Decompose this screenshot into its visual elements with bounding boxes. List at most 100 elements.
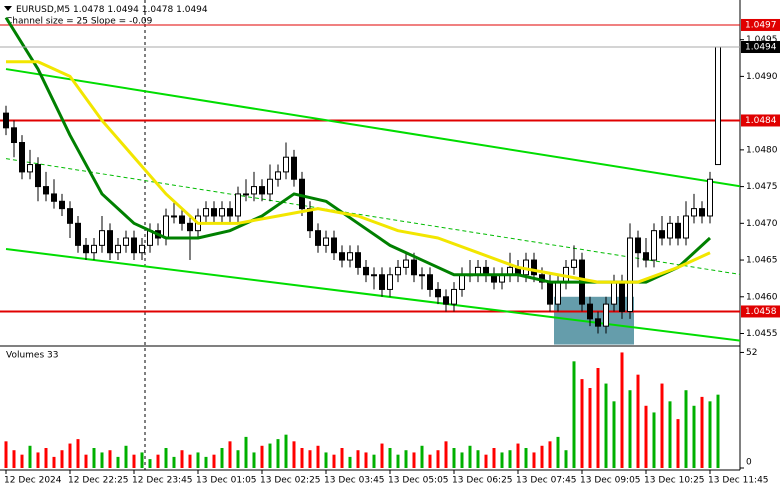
volume-bar (532, 452, 536, 468)
volume-bar (356, 450, 360, 468)
price-label-bg (741, 41, 780, 54)
volume-bar (540, 445, 544, 468)
volume-bar (12, 450, 16, 468)
volume-bar (380, 443, 384, 468)
volume-bar (204, 456, 208, 468)
volume-plot (4, 352, 720, 468)
volume-bar (508, 450, 512, 468)
candle-body (275, 171, 281, 180)
volume-bar (92, 448, 96, 468)
volume-bar (660, 383, 664, 468)
volume-bar (468, 445, 472, 468)
volume-bar (420, 445, 424, 468)
level-label: 1.0484 (745, 116, 777, 126)
volume-bar (564, 450, 568, 468)
y-tick-label: 1.0465 (746, 256, 778, 266)
volume-bar (284, 434, 288, 468)
candle-body (219, 208, 225, 217)
x-tick-label: 12 Dec 23:45 (132, 476, 193, 486)
volume-bar (340, 448, 344, 468)
volume-bar (524, 448, 528, 468)
volume-bar (220, 448, 224, 468)
candle-body (75, 222, 81, 246)
volume-bar (316, 445, 320, 468)
candle-body (619, 281, 625, 312)
volume-bar (276, 439, 280, 468)
volume-bar (52, 456, 56, 468)
open: 1.0478 (73, 5, 105, 15)
volume-bar (196, 452, 200, 468)
volume-bar (668, 401, 672, 468)
volume-bar (412, 452, 416, 468)
volume-bar (700, 396, 704, 468)
volume-bar (652, 412, 656, 468)
close: 1.0494 (176, 5, 208, 15)
y-tick-label: 1.0490 (746, 72, 778, 82)
candle-body (163, 215, 169, 239)
level-label-bg (741, 18, 780, 31)
candle-body (403, 259, 409, 268)
x-tick-label: 13 Dec 07:45 (516, 476, 577, 486)
candle-body (27, 164, 33, 173)
candle-body (635, 237, 641, 254)
candle-body (587, 303, 593, 320)
candle-body (419, 274, 425, 277)
y-tick-label: 1.0480 (746, 145, 778, 155)
volume-bar (332, 454, 336, 468)
candle-body (427, 274, 433, 290)
candle-body (267, 178, 273, 195)
candle-body (459, 274, 465, 290)
candle-body (35, 164, 41, 188)
candle-body (387, 274, 393, 290)
candle-body (3, 112, 9, 129)
volume-bar (612, 401, 616, 468)
candle-body (339, 252, 345, 261)
volume-bar (68, 443, 72, 468)
volume-bar (172, 456, 176, 468)
x-tick-label: 13 Dec 03:45 (324, 476, 385, 486)
candle-body (251, 186, 257, 195)
candle-body (67, 208, 73, 224)
volume-bar (548, 441, 552, 468)
candle-body (603, 303, 609, 327)
candle-body (547, 281, 553, 305)
volume-bar (372, 454, 376, 468)
volume-bar (308, 450, 312, 468)
volume-bar (100, 452, 104, 468)
volume-bar (404, 450, 408, 468)
menu-arrow (4, 6, 12, 11)
volume-bar (436, 450, 440, 468)
volume-bar (292, 441, 296, 468)
volume-bar (20, 454, 24, 468)
candle-body (43, 186, 49, 195)
volume-bar (484, 454, 488, 468)
volume-bar (124, 445, 128, 468)
volume-bar (628, 390, 632, 468)
candle-body (11, 127, 17, 144)
volume-bar (84, 454, 88, 468)
volume-bar (140, 452, 144, 468)
candle-body (555, 281, 561, 305)
candle-body (323, 237, 329, 246)
volume-bar (476, 450, 480, 468)
candle-body (571, 259, 577, 268)
volume-bar (108, 450, 112, 468)
candle-body (283, 156, 289, 173)
y-tick-label: 1.0455 (746, 329, 778, 339)
volume-bar (132, 454, 136, 468)
y-tick-label: 1.0475 (746, 182, 778, 192)
axes: 1.0495 1.0490 1.0480 1.0475 1.0470 1.0465 1.04… (4, 18, 780, 486)
volume-bar (76, 439, 80, 468)
candle-body (443, 296, 449, 305)
candle-body (51, 193, 57, 202)
candle-body (691, 208, 697, 217)
candle-body (707, 178, 713, 217)
candle-body (411, 259, 417, 276)
candle-body (59, 200, 65, 210)
level-label: 1.0458 (745, 307, 777, 317)
candle-body (627, 237, 633, 312)
candle-body (91, 244, 97, 254)
x-tick-label: 13 Dec 05:05 (388, 476, 449, 486)
